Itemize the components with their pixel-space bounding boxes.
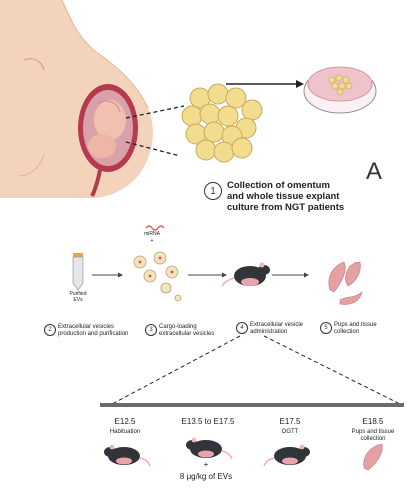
step1-line: Collection of omentum [227, 180, 330, 191]
step-number-badge: 5 [320, 322, 332, 334]
timeline-point-day: E18.5 [362, 417, 384, 426]
timeline-bar [100, 403, 404, 407]
step-line: Pups and tissue [334, 322, 377, 328]
timeline-point-day: E12.5 [114, 417, 136, 426]
zoom-line [111, 335, 241, 405]
step-description: Extracellular vesicles production and pu… [58, 324, 138, 338]
extracellular-vesicles-icon [133, 251, 182, 302]
zoom-line [125, 105, 185, 119]
timeline-point-desc: Pups and tissue collection [338, 429, 408, 443]
step-number-badge: 1 [204, 182, 222, 200]
step-line: Cargo-loading [159, 324, 197, 330]
step-number: 2 [48, 327, 52, 333]
step-number-badge: 2 [44, 324, 56, 336]
step-line: Extracellular vesicle [250, 322, 304, 328]
timeline-point-day: E13.5 to E17.5 [181, 417, 235, 426]
step-line: Extracellular vesicles [58, 324, 115, 330]
step-number: 3 [149, 327, 153, 333]
timeline-desc-line: Pups and tissue [351, 429, 395, 435]
ogtt-mouse-icon [263, 444, 310, 467]
step-description: Pups and tissue collection [334, 322, 394, 336]
step1-line: and whole tissue explant [227, 190, 340, 202]
timeline-desc-line: collection [360, 435, 386, 442]
step-number: 1 [210, 185, 216, 197]
timeline-point-day: E17.5 [279, 417, 301, 426]
zoom-line [125, 141, 181, 157]
step-description: Cargo-loading extracellular vesicles [159, 324, 229, 338]
ev-injection-mouse-icon [186, 437, 233, 460]
dose-plus-sign: + [203, 460, 209, 469]
mouse-pups-icon [328, 261, 363, 305]
zoom-line [263, 335, 401, 405]
petri-dish-icon [303, 66, 377, 114]
step-number: 5 [324, 325, 328, 331]
step-number-badge: 3 [145, 324, 157, 336]
panel-letter: A [366, 158, 383, 185]
ev-tube-icon [72, 253, 84, 291]
mirna-label: miRNA [144, 231, 160, 237]
timeline-point-desc: Habituation [109, 429, 141, 435]
timeline-point-desc: OGTT [281, 429, 299, 435]
step-description: Extracellular vesicle administration [250, 322, 316, 336]
tube-label-line: Purified [69, 291, 87, 297]
step-number-badge: 4 [236, 322, 248, 334]
tube-label-line: EVs [73, 296, 83, 303]
step-number: 4 [240, 325, 244, 331]
pup-collection-icon [363, 443, 383, 471]
ev-dose-label: 8 μg/kg of EVs [179, 472, 233, 481]
uterus-fetus-icon [78, 84, 138, 197]
adipose-tissue-icon [181, 83, 263, 163]
step1-line: culture from NGT patients [227, 201, 345, 213]
mirna-icon [145, 225, 165, 231]
step-line: extracellular vesicles [159, 330, 215, 337]
pregnant-mouse-icon [221, 262, 270, 287]
step-line: production and purification [58, 330, 129, 337]
step-line: collection [334, 328, 360, 335]
plus-sign: + [150, 238, 154, 244]
tube-label: Purified EVs [60, 291, 96, 304]
step-line: administration [250, 328, 288, 335]
step1-description: Collection of omentum and whole tissue e… [227, 180, 387, 214]
habituation-mouse-icon [104, 444, 151, 467]
